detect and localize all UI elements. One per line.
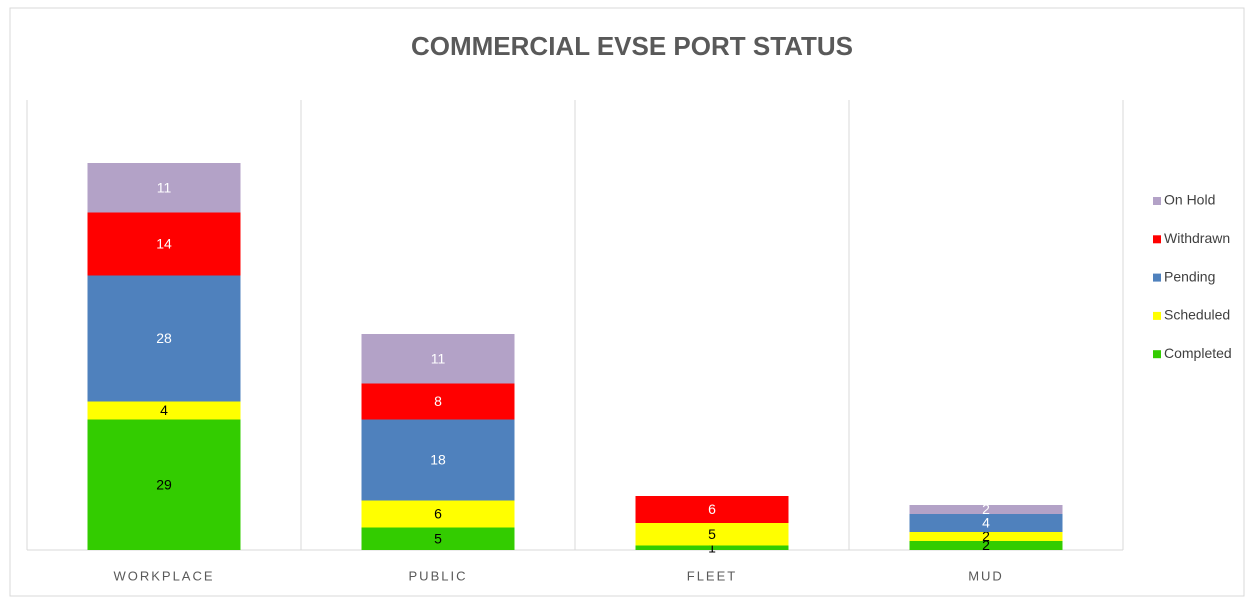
legend-swatch	[1153, 235, 1161, 244]
legend-label: On Hold	[1164, 192, 1215, 208]
bar-segment	[909, 541, 1063, 550]
bar-segment	[87, 212, 241, 276]
bar-segment	[635, 523, 789, 546]
data-label: 14	[156, 236, 172, 252]
bar-segment	[361, 527, 515, 550]
bar-segment	[635, 545, 789, 550]
bar-segment	[87, 163, 241, 213]
data-label: 6	[708, 501, 716, 517]
bar-segment	[361, 334, 515, 384]
data-label: 11	[431, 350, 446, 366]
data-label: 4	[982, 515, 990, 531]
data-label: 5	[434, 530, 442, 546]
bar-segment	[361, 500, 515, 528]
legend-swatch	[1153, 350, 1161, 359]
legend-label: Scheduled	[1164, 307, 1230, 323]
bar-segment	[87, 401, 241, 420]
bar-segment	[87, 275, 241, 402]
x-tick-label: FLEET	[687, 568, 737, 583]
data-label: 8	[434, 393, 442, 409]
legend-label: Completed	[1164, 345, 1232, 361]
bar-segment	[87, 419, 241, 550]
bar-segment	[909, 505, 1063, 514]
x-tick-label: MUD	[968, 568, 1004, 583]
data-label: 28	[156, 330, 172, 346]
data-label: 29	[156, 476, 172, 492]
legend-label: Pending	[1164, 268, 1215, 284]
x-tick-label: WORKPLACE	[113, 568, 214, 583]
data-label: 4	[160, 402, 168, 418]
legend-label: Withdrawn	[1164, 230, 1230, 246]
data-label: 2	[982, 528, 990, 544]
legend-swatch	[1153, 273, 1161, 282]
data-label: 6	[434, 506, 442, 522]
data-label: 2	[982, 501, 990, 517]
bar-segment	[635, 496, 789, 523]
data-label: 18	[430, 452, 446, 468]
bar-segment	[361, 383, 515, 420]
legend-swatch	[1153, 197, 1161, 205]
bar-segment	[909, 532, 1063, 541]
data-label: 5	[708, 526, 716, 542]
bar-segment	[361, 419, 515, 501]
data-label: 11	[157, 179, 172, 195]
data-label: 2	[982, 537, 990, 553]
bar-segment	[909, 514, 1063, 532]
x-tick-label: PUBLIC	[409, 568, 468, 583]
data-label: 1	[708, 539, 716, 555]
legend-swatch	[1153, 311, 1161, 320]
chart-title: COMMERCIAL EVSE PORT STATUS	[411, 31, 853, 61]
